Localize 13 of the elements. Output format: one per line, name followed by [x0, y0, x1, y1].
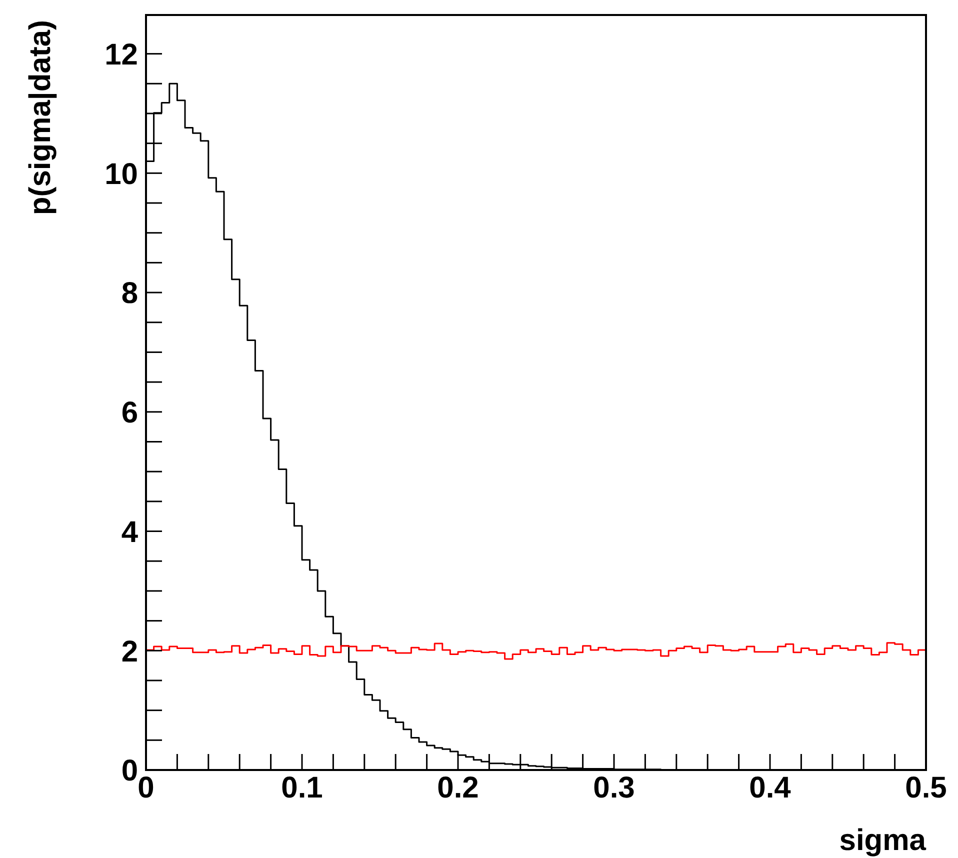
- y-tick-label: 4: [121, 516, 138, 549]
- y-axis-title: p(sigma|data): [24, 20, 57, 216]
- x-tick-label: 0.3: [593, 771, 635, 804]
- y-tick-label: 10: [104, 158, 138, 191]
- x-axis-title: sigma: [839, 824, 926, 857]
- y-tick-label: 2: [121, 635, 138, 668]
- y-tick-label: 12: [104, 38, 138, 72]
- x-tick-label: 0.2: [437, 771, 479, 804]
- x-tick-label: 0.5: [905, 771, 947, 804]
- x-tick-label: 0.1: [281, 771, 323, 804]
- x-tick-label: 0.4: [749, 771, 792, 804]
- y-tick-label: 8: [121, 277, 138, 310]
- y-tick-label: 6: [121, 396, 138, 430]
